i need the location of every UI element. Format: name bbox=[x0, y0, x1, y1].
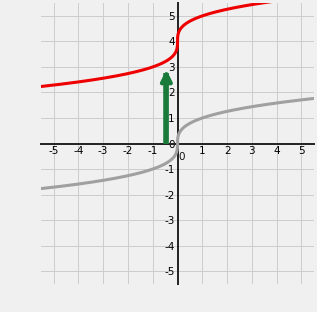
Text: 0: 0 bbox=[179, 153, 185, 163]
